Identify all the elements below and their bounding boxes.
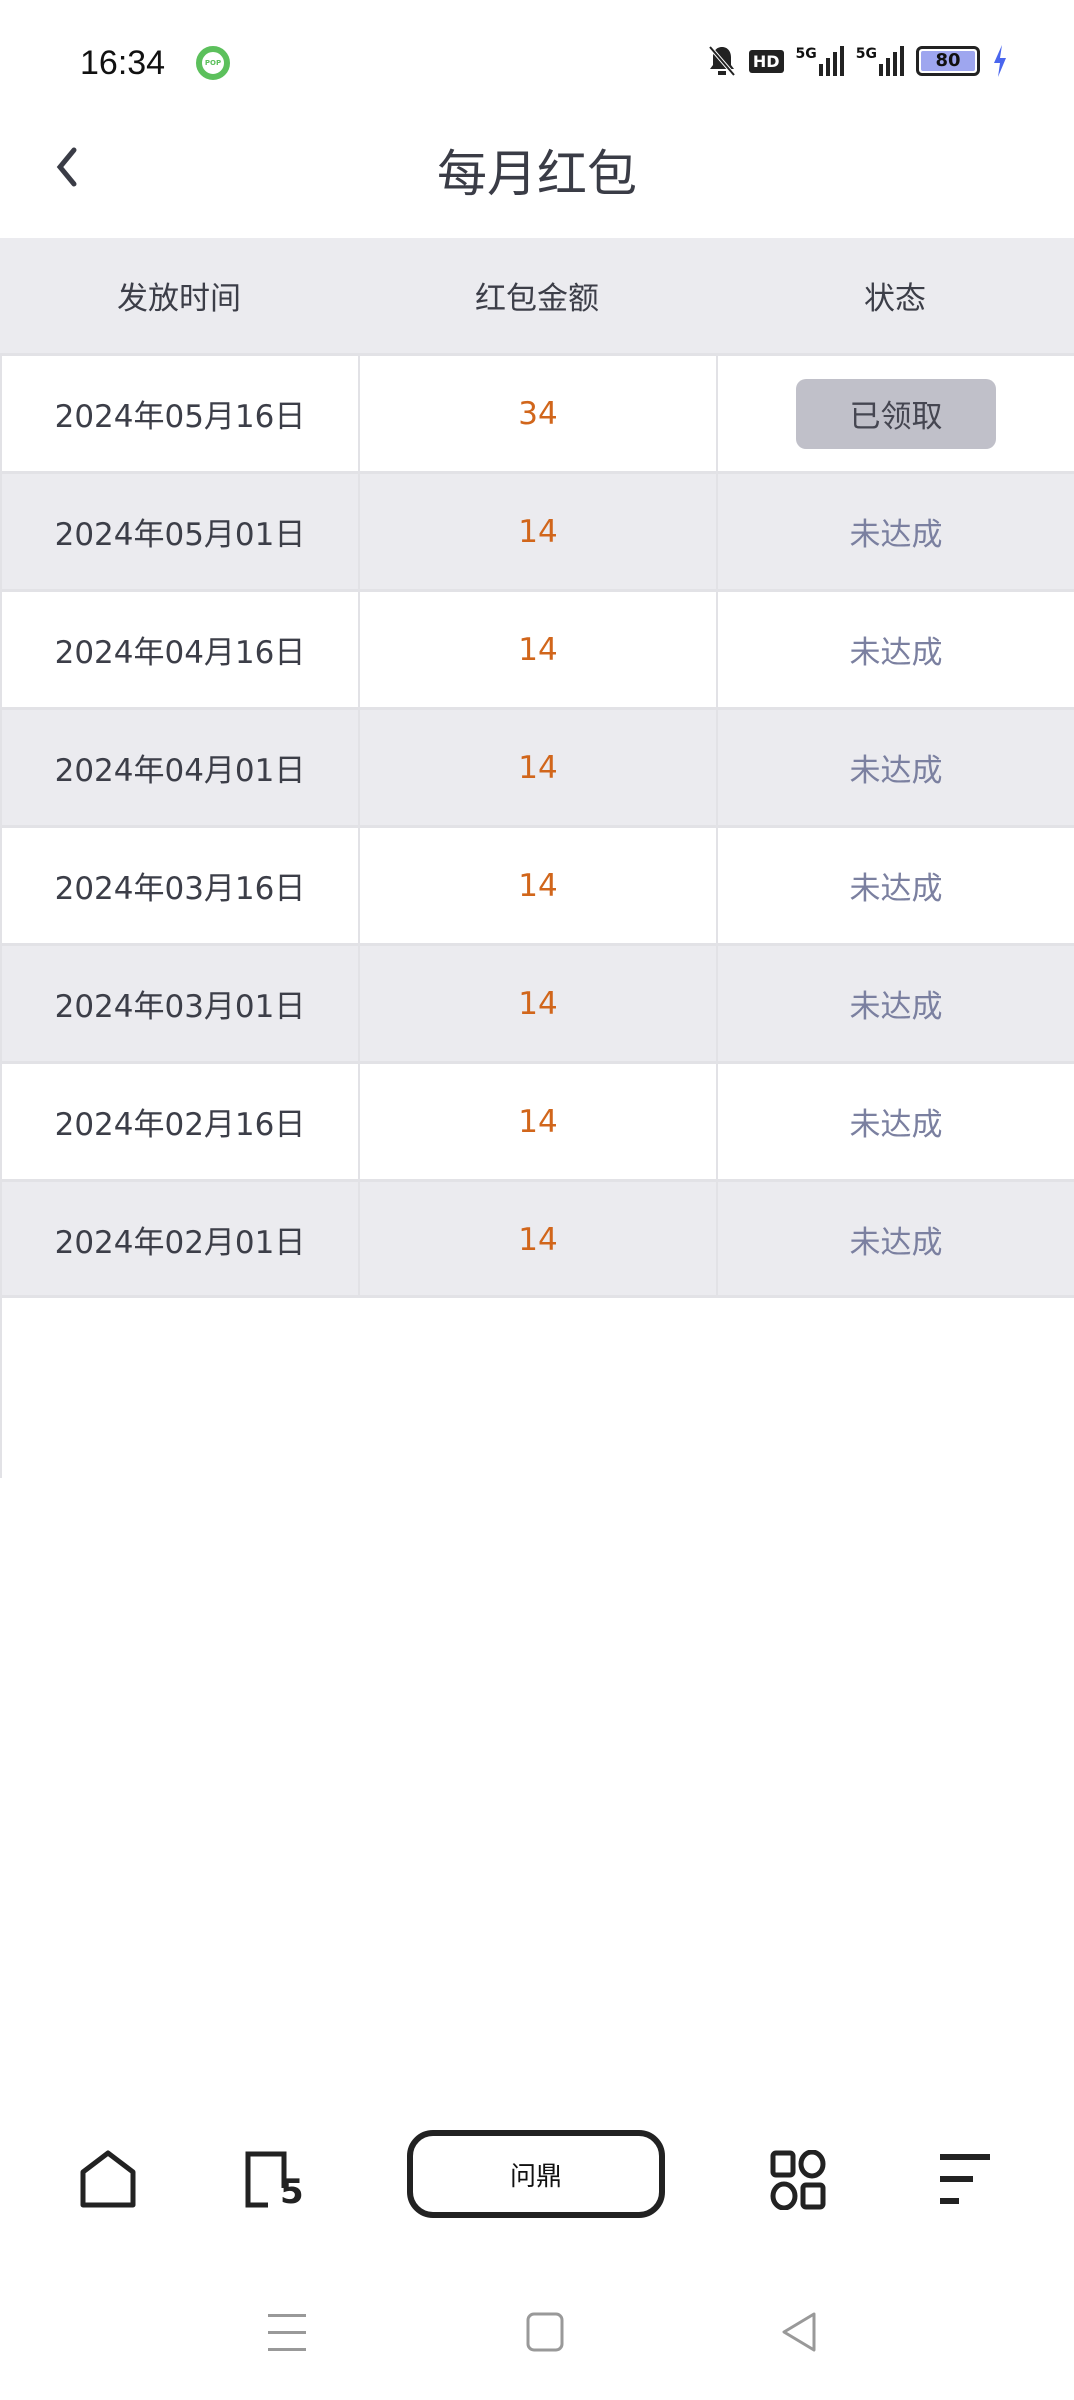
column-header-status: 状态 [864,281,926,317]
status-cell: 已领取 [718,356,1074,471]
status-cell: 未达成 [718,1064,1074,1179]
hd-icon: HD [748,49,784,73]
bell-muted-icon [708,45,736,77]
page-title: 每月红包 [437,145,637,203]
network-type-2: 5G [855,46,877,62]
date-cell: 2024年05月01日 [2,474,360,589]
status-cell: 未达成 [718,946,1074,1061]
amount-cell: 14 [360,710,718,825]
status-cell: 未达成 [718,474,1074,589]
date-cell: 2024年02月16日 [2,1064,360,1179]
table-row: 2024年05月01日 14 未达成 [0,471,1074,589]
recents-icon[interactable] [268,2312,306,2352]
date-cell: 2024年03月01日 [2,946,360,1061]
status-cell: 未达成 [718,710,1074,825]
status-text: 未达成 [849,871,943,907]
network-type-1: 5G [795,46,817,62]
table-row: 2024年02月16日 14 未达成 [0,1061,1074,1179]
menu-icon[interactable] [938,2150,992,2210]
amount-cell: 34 [360,356,718,471]
table-row: 2024年04月16日 14 未达成 [0,589,1074,707]
status-icons: HD 5G 5G 80 [707,44,1008,78]
status-text: 未达成 [849,1107,943,1143]
amount-cell: 14 [360,474,718,589]
home-icon[interactable] [78,2150,138,2210]
status-cell: 未达成 [718,592,1074,707]
home-system-icon[interactable] [526,2312,564,2352]
pop-notification-icon: POP [196,46,230,80]
column-header-amount: 红包金额 [475,281,599,317]
table-row: 2024年04月01日 14 未达成 [0,707,1074,825]
table-row: 2024年02月01日 14 未达成 [0,1179,1074,1297]
signal-1-icon: 5G [796,46,844,76]
date-cell: 2024年02月01日 [2,1182,360,1297]
date-cell: 2024年04月16日 [2,592,360,707]
date-cell: 2024年05月16日 [2,356,360,471]
battery-level: 80 [921,51,975,71]
amount-cell: 14 [360,828,718,943]
tabs-icon [245,2151,287,2208]
status-cell: 未达成 [718,828,1074,943]
status-text: 未达成 [849,1225,943,1261]
charging-icon [994,45,1006,77]
tabs-count: 5 [280,2172,304,2212]
status-bar: 16:34 POP HD 5G 5G 80 [0,0,1074,120]
wending-button[interactable]: 问鼎 [407,2130,665,2218]
status-time: 16:34 [80,44,166,82]
amount-cell: 14 [360,592,718,707]
battery-icon: 80 [916,46,980,76]
status-text: 未达成 [849,517,943,553]
amount-cell: 14 [360,946,718,1061]
date-cell: 2024年04月01日 [2,710,360,825]
column-header-date: 发放时间 [117,281,241,317]
back-chevron-icon[interactable] [48,142,88,192]
status-text: 未达成 [849,989,943,1025]
signal-2-icon: 5G [856,46,904,76]
status-cell: 未达成 [718,1182,1074,1297]
bottom-nav: 5 问鼎 [0,2120,1074,2230]
table-header: 发放时间 红包金额 状态 [0,238,1074,353]
table-divider [0,1295,1074,1298]
system-nav [0,2290,1074,2370]
table-row: 2024年03月16日 14 未达成 [0,825,1074,943]
back-system-icon[interactable] [780,2312,820,2352]
table-border [0,1295,2,1478]
table-row: 2024年03月01日 14 未达成 [0,943,1074,1061]
apps-grid-icon[interactable] [770,2150,828,2210]
date-cell: 2024年03月16日 [2,828,360,943]
table-row: 2024年05月16日 34 已领取 [0,353,1074,471]
amount-cell: 14 [360,1182,718,1297]
tabs-button[interactable]: 5 [244,2150,304,2212]
amount-cell: 14 [360,1064,718,1179]
redpacket-table: 发放时间 红包金额 状态 2024年05月16日 34 已领取 2024年05月0… [0,238,1074,1297]
status-text: 未达成 [849,753,943,789]
claimed-button[interactable]: 已领取 [796,378,996,449]
status-text: 未达成 [849,635,943,671]
